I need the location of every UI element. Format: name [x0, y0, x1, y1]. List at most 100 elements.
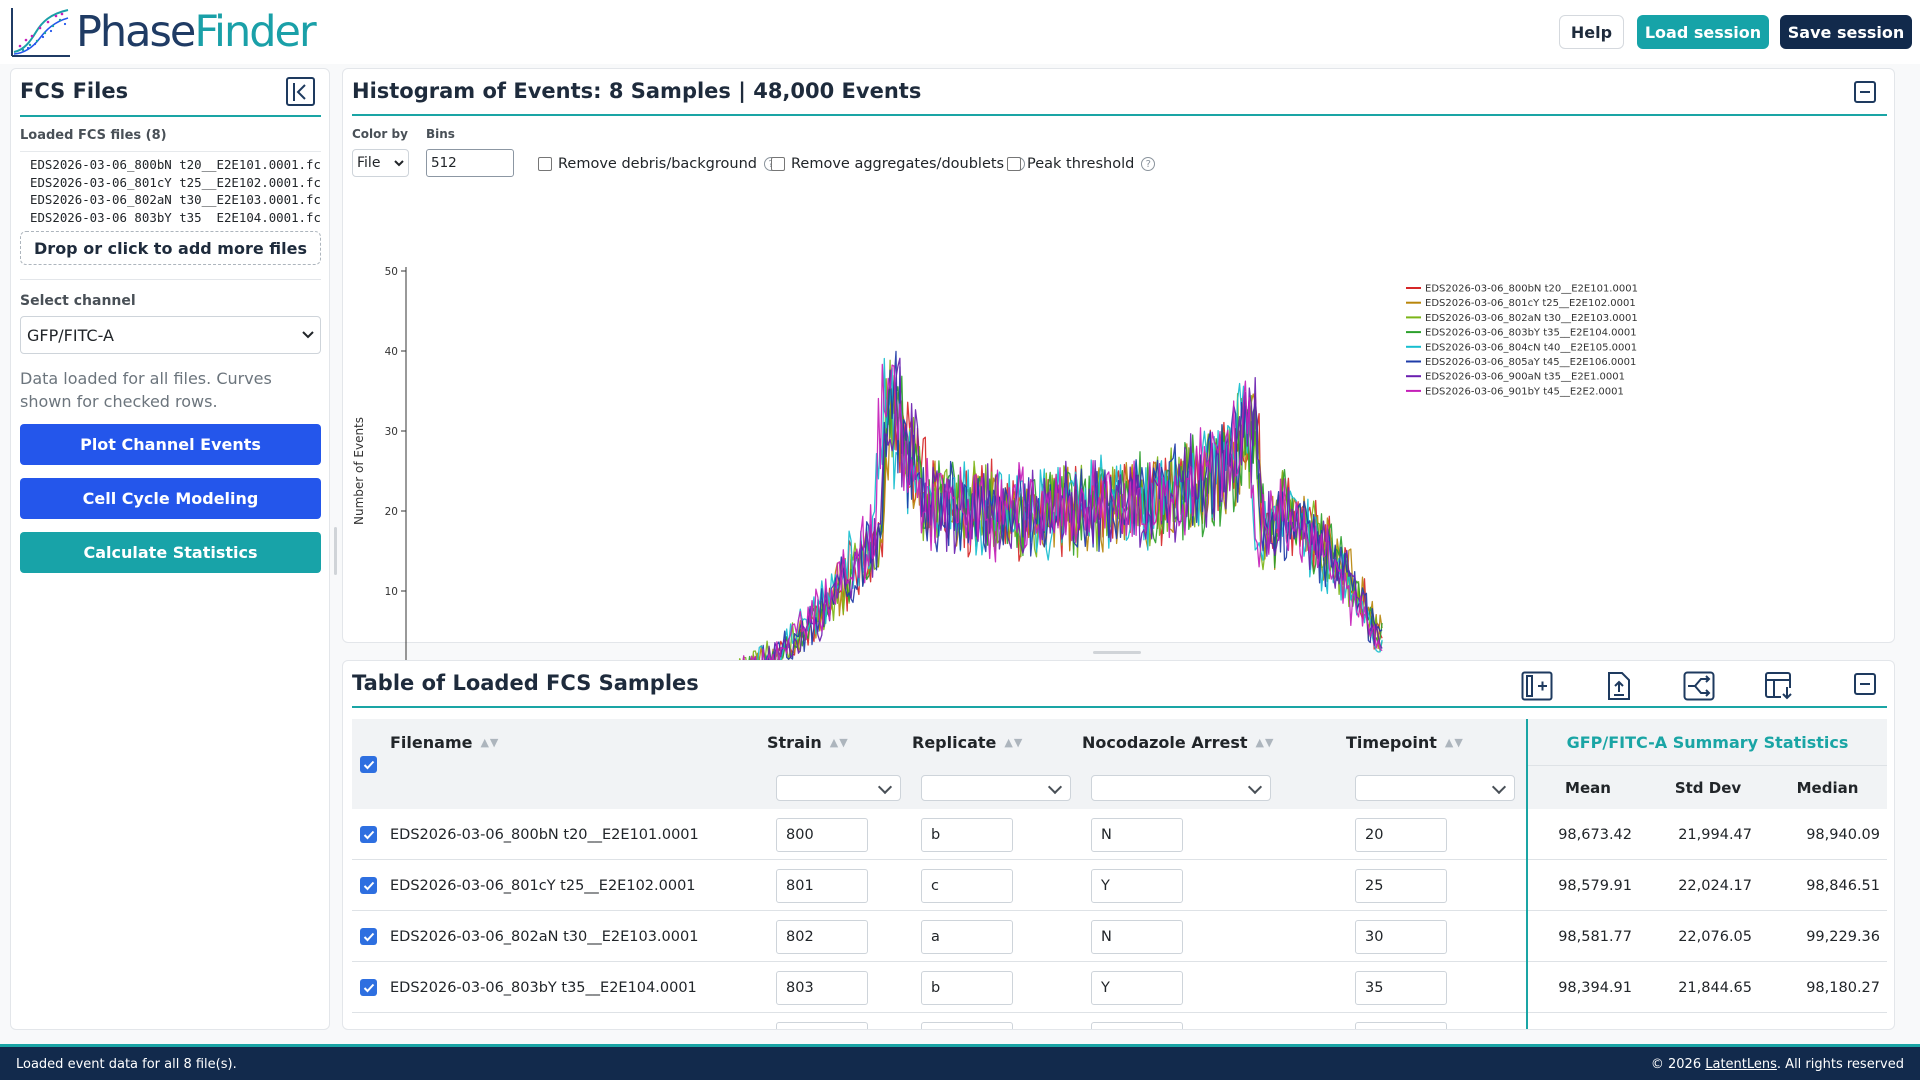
replicate-input[interactable]: a [921, 920, 1013, 954]
color-by-select[interactable]: File [352, 149, 409, 177]
calculate-statistics-button[interactable]: Calculate Statistics [20, 532, 321, 573]
median-cell: 98,180.27 [1806, 979, 1880, 996]
minimize-histogram-button[interactable] [1854, 81, 1876, 103]
strain-filter-select[interactable] [776, 775, 901, 801]
strain-input[interactable]: 803 [776, 971, 868, 1005]
table-row[interactable]: EDS2026-03-06_801cY t25__E2E102.0001 801… [352, 860, 1887, 911]
sort-icon[interactable]: ▲▼ [1004, 735, 1024, 749]
nocodazole-input[interactable]: N [1091, 920, 1183, 954]
column-header-strain[interactable]: Strain ▲▼ [767, 729, 849, 755]
fcs-files-panel: FCS Files Loaded FCS files (8) EDS2026-0… [10, 68, 330, 1030]
sort-icon[interactable]: ▲▼ [829, 735, 849, 749]
legend-entry: EDS2026-03-06_901bY t45__E2E2.0001 [1425, 386, 1624, 397]
column-header-filename[interactable]: Filename ▲▼ [390, 729, 499, 755]
add-column-button[interactable] [1521, 671, 1553, 701]
replicate-filter-select[interactable] [921, 775, 1071, 801]
load-session-button[interactable]: Load session [1637, 15, 1769, 49]
remove-debris-checkbox[interactable] [538, 157, 552, 171]
copyright-notice: © 2026 LatentLens. All rights reserved [1651, 1057, 1904, 1072]
title-rule [352, 114, 1887, 116]
column-header-timepoint[interactable]: Timepoint ▲▼ [1346, 729, 1464, 755]
legend-entry: EDS2026-03-06_804cN t40__E2E105.0001 [1425, 342, 1637, 353]
select-all-checkbox[interactable] [360, 756, 377, 773]
table-row[interactable]: EDS2026-03-06_803bY t35__E2E104.0001 803… [352, 962, 1887, 1013]
filename-cell: EDS2026-03-06_802aN t30__E2E103.0001 [390, 928, 699, 945]
histogram-chart[interactable]: 020,00040,00060,00080,000100,000120,0001… [343, 187, 1893, 707]
collapse-panel-button[interactable] [286, 77, 315, 106]
nocodazole-input[interactable] [1091, 1022, 1183, 1029]
column-header-mean[interactable]: Mean [1565, 779, 1611, 797]
channel-select[interactable]: GFP/FITC-A [20, 316, 321, 354]
timepoint-input[interactable] [1355, 1022, 1447, 1029]
nocodazole-input[interactable]: Y [1091, 971, 1183, 1005]
loaded-files-list[interactable]: EDS2026-03-06_800bN t20__E2E101.0001.fcs… [20, 151, 321, 224]
sort-icon[interactable]: ▲▼ [1444, 735, 1464, 749]
timepoint-input[interactable]: 25 [1355, 869, 1447, 903]
minimize-table-button[interactable] [1854, 673, 1876, 695]
strain-input[interactable]: 801 [776, 869, 868, 903]
help-button[interactable]: Help [1559, 15, 1624, 49]
timepoint-filter-select[interactable] [1355, 775, 1515, 801]
save-session-button[interactable]: Save session [1780, 15, 1912, 49]
plot-channel-events-button[interactable]: Plot Channel Events [20, 424, 321, 465]
peak-threshold-label: Peak threshold [1027, 156, 1135, 172]
copyright-prefix: © 2026 [1650, 1057, 1706, 1072]
samples-table-title: Table of Loaded FCS Samples [352, 671, 699, 695]
app-name-part1: Phase [76, 6, 196, 57]
export-table-button[interactable] [1763, 671, 1795, 701]
bins-input[interactable]: 512 [426, 149, 514, 177]
row-checkbox[interactable] [360, 877, 377, 894]
column-header-std-dev[interactable]: Std Dev [1674, 779, 1742, 797]
mean-cell: 98,579.91 [1558, 877, 1632, 894]
peak-threshold-option: Peak threshold ? [1007, 156, 1156, 172]
checkmark-icon [363, 983, 374, 992]
nocodazole-filter-select[interactable] [1091, 775, 1271, 801]
mean-cell: 98,673.42 [1558, 826, 1632, 843]
remove-aggregates-checkbox[interactable] [771, 157, 785, 171]
column-header-median[interactable]: Median [1796, 779, 1859, 797]
timepoint-input[interactable]: 30 [1355, 920, 1447, 954]
remove-debris-option: Remove debris/background ? [538, 156, 778, 172]
upload-file-button[interactable] [1603, 671, 1635, 701]
loaded-files-label: Loaded FCS files (8) [20, 128, 167, 143]
row-checkbox[interactable] [360, 928, 377, 945]
loaded-file-item: EDS2026-03-06_801cY t25__E2E102.0001.fcs [30, 174, 321, 190]
replicate-input[interactable] [921, 1022, 1013, 1029]
nocodazole-input[interactable]: N [1091, 818, 1183, 852]
table-row[interactable]: EDS2026-03-06_800bN t20__E2E101.0001 800… [352, 809, 1887, 860]
cell-cycle-modeling-button[interactable]: Cell Cycle Modeling [20, 478, 321, 519]
table-row[interactable] [352, 1013, 1887, 1029]
column-header-nocodazole[interactable]: Nocodazole Arrest ▲▼ [1082, 729, 1274, 755]
panel-split-handle[interactable] [1093, 651, 1141, 654]
replicate-input[interactable]: b [921, 971, 1013, 1005]
column-label: Nocodazole Arrest [1082, 732, 1248, 752]
timepoint-input[interactable]: 20 [1355, 818, 1447, 852]
channel-info-text: Data loaded for all files. Curves shown … [20, 369, 272, 411]
peak-threshold-checkbox[interactable] [1007, 157, 1021, 171]
channel-select-value: GFP/FITC-A [27, 325, 114, 345]
strain-input[interactable]: 800 [776, 818, 868, 852]
file-dropzone[interactable]: Drop or click to add more files [20, 231, 321, 265]
title-rule [20, 115, 321, 117]
row-checkbox[interactable] [360, 979, 377, 996]
app-logo[interactable]: PhaseFinder [10, 6, 317, 58]
strain-input[interactable]: 802 [776, 920, 868, 954]
app-name: PhaseFinder [76, 10, 317, 54]
filename-cell: EDS2026-03-06_800bN t20__E2E101.0001 [390, 826, 699, 843]
replicate-input[interactable]: c [921, 869, 1013, 903]
sort-icon[interactable]: ▲▼ [1255, 735, 1275, 749]
help-icon[interactable]: ? [1141, 157, 1156, 171]
remove-aggregates-label: Remove aggregates/doublets [791, 156, 1005, 172]
nocodazole-input[interactable]: Y [1091, 869, 1183, 903]
replicate-input[interactable]: b [921, 818, 1013, 852]
sort-icon[interactable]: ▲▼ [480, 735, 500, 749]
latentlens-link[interactable]: LatentLens [1705, 1057, 1777, 1072]
median-cell: 98,846.51 [1806, 877, 1880, 894]
column-header-replicate[interactable]: Replicate ▲▼ [912, 729, 1023, 755]
merge-button[interactable] [1683, 671, 1715, 701]
panel-resize-handle[interactable] [334, 527, 337, 575]
strain-input[interactable] [776, 1022, 868, 1029]
timepoint-input[interactable]: 35 [1355, 971, 1447, 1005]
table-row[interactable]: EDS2026-03-06_802aN t30__E2E103.0001 802… [352, 911, 1887, 962]
row-checkbox[interactable] [360, 826, 377, 843]
